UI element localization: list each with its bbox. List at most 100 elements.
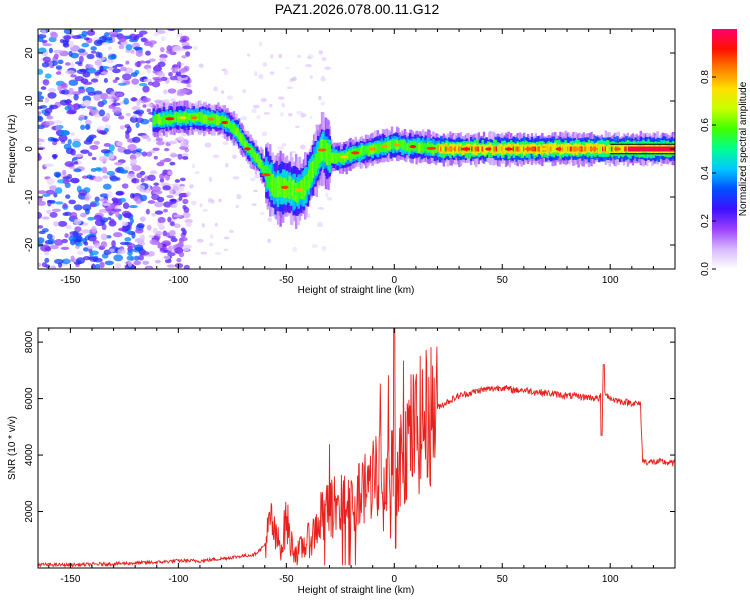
noise-speckle xyxy=(84,196,90,201)
ridge-core xyxy=(661,146,665,152)
noise-speckle xyxy=(93,176,103,182)
noise-speckle xyxy=(182,204,187,210)
ridge-core xyxy=(500,146,504,152)
spectrogram-x-tick-label: -100 xyxy=(168,275,188,286)
noise-speckle xyxy=(116,141,124,147)
noise-speckle xyxy=(317,207,325,210)
noise-speckle xyxy=(253,104,260,109)
noise-speckle xyxy=(82,204,92,211)
ridge-core xyxy=(605,146,609,152)
noise-speckle xyxy=(125,112,131,117)
noise-speckle xyxy=(157,72,166,78)
ridge-core xyxy=(599,146,602,152)
ridge-core xyxy=(443,146,447,152)
noise-speckle xyxy=(53,49,63,54)
ridge-segment xyxy=(363,145,367,155)
noise-speckle xyxy=(132,136,141,143)
noise-speckle xyxy=(260,97,267,103)
noise-speckle xyxy=(179,177,186,182)
noise-speckle xyxy=(166,195,174,199)
noise-speckle xyxy=(153,155,158,160)
ridge-segment xyxy=(250,147,254,158)
ridge-segment xyxy=(164,116,167,124)
noise-speckle xyxy=(169,230,176,236)
ridge-segment xyxy=(206,115,210,125)
noise-speckle xyxy=(72,140,82,148)
noise-speckle xyxy=(53,258,64,265)
ridge-segment xyxy=(241,135,245,146)
ridge-core xyxy=(552,146,556,152)
noise-speckle xyxy=(38,47,47,54)
ridge-segment xyxy=(423,142,426,152)
noise-speckle xyxy=(153,32,160,37)
noise-speckle xyxy=(135,49,143,57)
noise-speckle xyxy=(65,224,73,230)
noise-speckle xyxy=(126,173,136,180)
noise-speckle xyxy=(115,92,124,97)
noise-speckle xyxy=(73,153,84,158)
noise-speckle xyxy=(117,82,127,86)
ridge-segment xyxy=(161,115,164,126)
ridge-core xyxy=(568,146,571,152)
noise-speckle xyxy=(163,208,168,213)
noise-speckle xyxy=(70,61,75,69)
noise-speckle xyxy=(169,75,178,81)
noise-speckle xyxy=(149,239,158,245)
noise-speckle xyxy=(145,50,151,56)
noise-speckle xyxy=(180,143,185,147)
noise-speckle xyxy=(65,70,75,75)
noise-speckle xyxy=(82,71,91,78)
ridge-core xyxy=(612,146,615,152)
noise-speckle xyxy=(309,116,313,120)
ridge-core xyxy=(515,146,518,152)
noise-speckle xyxy=(115,63,124,68)
noise-speckle xyxy=(190,200,197,206)
noise-speckle xyxy=(136,184,146,191)
noise-speckle xyxy=(193,45,198,51)
noise-speckle xyxy=(66,110,77,115)
ridge-core xyxy=(494,146,497,152)
noise-speckle xyxy=(43,163,54,168)
noise-speckle xyxy=(50,31,58,39)
noise-speckle xyxy=(52,120,63,125)
ridge-segment xyxy=(257,156,260,167)
noise-speckle xyxy=(38,111,42,116)
noise-speckle xyxy=(57,220,68,227)
noise-speckle xyxy=(139,194,148,202)
noise-speckle xyxy=(295,125,300,129)
ridge-segment xyxy=(349,150,352,162)
noise-speckle xyxy=(223,69,229,75)
noise-speckle xyxy=(47,92,57,99)
noise-speckle xyxy=(53,171,62,178)
noise-speckle xyxy=(139,216,146,222)
ridge-segment xyxy=(367,146,370,157)
noise-speckle xyxy=(142,104,147,108)
spectrogram-y-tick-label: 0 xyxy=(24,146,35,152)
noise-speckle xyxy=(251,203,257,206)
noise-speckle xyxy=(44,97,50,103)
ridge-segment xyxy=(270,173,273,192)
ridge-core xyxy=(646,146,649,152)
noise-speckle xyxy=(159,159,166,164)
noise-speckle xyxy=(115,211,120,218)
noise-speckle xyxy=(86,29,96,36)
noise-speckle xyxy=(112,79,118,83)
noise-speckle xyxy=(169,97,176,102)
noise-speckle xyxy=(149,42,154,48)
noise-speckle xyxy=(76,250,84,255)
ridge-core xyxy=(638,146,641,152)
ridge-segment xyxy=(230,123,233,132)
noise-speckle xyxy=(191,164,196,168)
noise-speckle xyxy=(111,208,122,212)
spectrogram-y-tick-label: -10 xyxy=(24,189,35,204)
noise-speckle xyxy=(179,67,187,74)
ridge-peak xyxy=(613,147,621,151)
noise-speckle xyxy=(42,43,52,47)
noise-speckle xyxy=(139,234,145,241)
noise-speckle xyxy=(127,250,133,257)
ridge-segment xyxy=(156,115,159,124)
noise-speckle xyxy=(47,88,57,93)
ridge-peak xyxy=(221,120,229,125)
ridge-core xyxy=(660,146,663,152)
noise-speckle xyxy=(236,193,242,200)
